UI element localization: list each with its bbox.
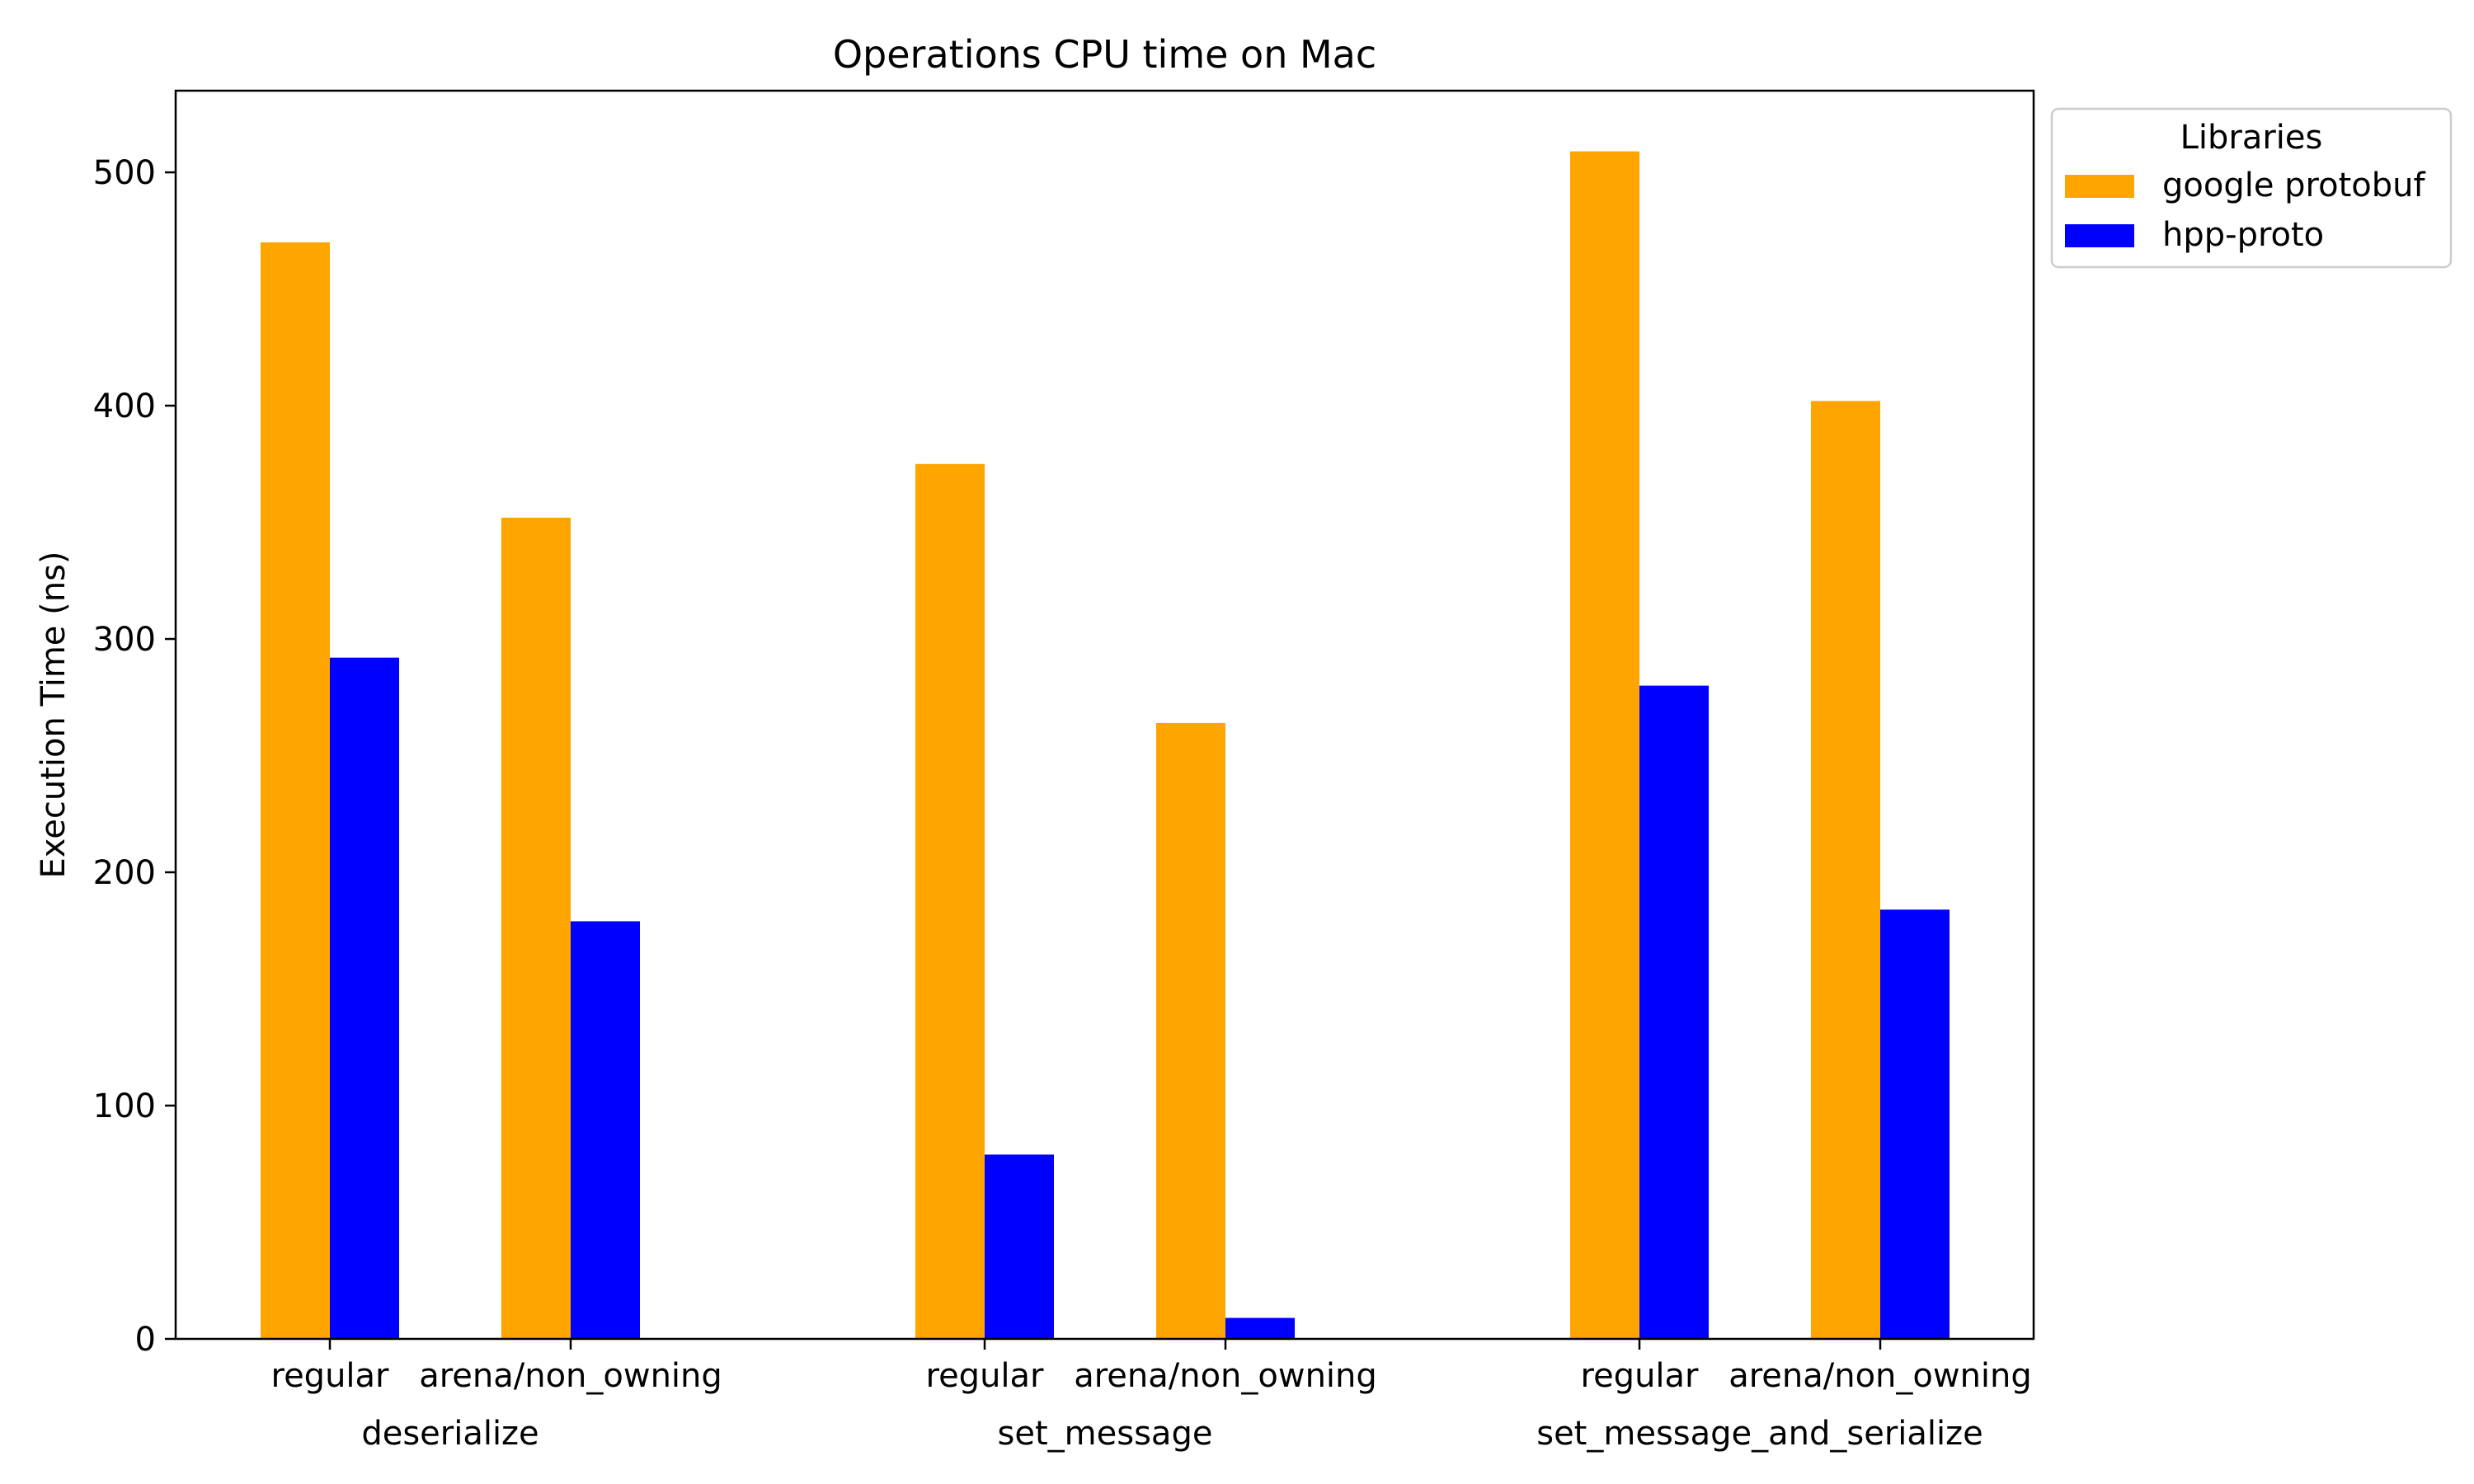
y-axis-label: Execution Time (ns)	[35, 551, 73, 878]
legend-label-1: hpp-proto	[2162, 216, 2324, 254]
bar-google-protobuf-4	[1570, 151, 1639, 1339]
y-tick-label-400: 400	[93, 387, 156, 425]
legend-label-0: google protobuf	[2162, 167, 2425, 204]
legend-swatch-0	[2065, 175, 2134, 198]
bar-google-protobuf-2	[915, 463, 985, 1339]
x-tick-label-4: regular	[1581, 1357, 1700, 1395]
legend-box	[2050, 107, 2453, 269]
chart-title: Operations CPU time on Mac	[833, 32, 1376, 77]
group-label-deserialize: deserialize	[361, 1415, 539, 1453]
bar-hpp-proto-5	[1880, 909, 1950, 1339]
bar-hpp-proto-4	[1639, 685, 1709, 1339]
bar-google-protobuf-5	[1811, 401, 1880, 1339]
plot-frame	[174, 89, 2035, 1341]
y-tick-label-200: 200	[93, 854, 156, 892]
x-tick-label-5: arena/non_owning	[1729, 1357, 2032, 1395]
bar-google-protobuf-1	[501, 517, 571, 1339]
bar-google-protobuf-3	[1156, 722, 1225, 1339]
bar-hpp-proto-2	[985, 1154, 1054, 1339]
group-label-set-message: set_message	[998, 1415, 1213, 1453]
x-tick-label-1: arena/non_owning	[419, 1357, 722, 1395]
bar-hpp-proto-0	[330, 657, 399, 1339]
group-label-set-message-and-serialize: set_message_and_serialize	[1536, 1415, 1983, 1453]
y-tick-label-300: 300	[93, 621, 156, 659]
x-tick-label-2: regular	[926, 1357, 1045, 1395]
y-tick-label-0: 0	[135, 1321, 156, 1359]
bar-hpp-proto-3	[1225, 1317, 1295, 1339]
x-tick-label-3: arena/non_owning	[1074, 1357, 1377, 1395]
y-tick-label-500: 500	[93, 154, 156, 192]
legend-title: Libraries	[2180, 119, 2323, 157]
bar-google-protobuf-0	[261, 242, 330, 1339]
x-tick-label-0: regular	[271, 1357, 390, 1395]
legend-swatch-1	[2065, 224, 2134, 247]
y-tick-label-100: 100	[93, 1087, 156, 1125]
bar-hpp-proto-1	[571, 921, 640, 1339]
